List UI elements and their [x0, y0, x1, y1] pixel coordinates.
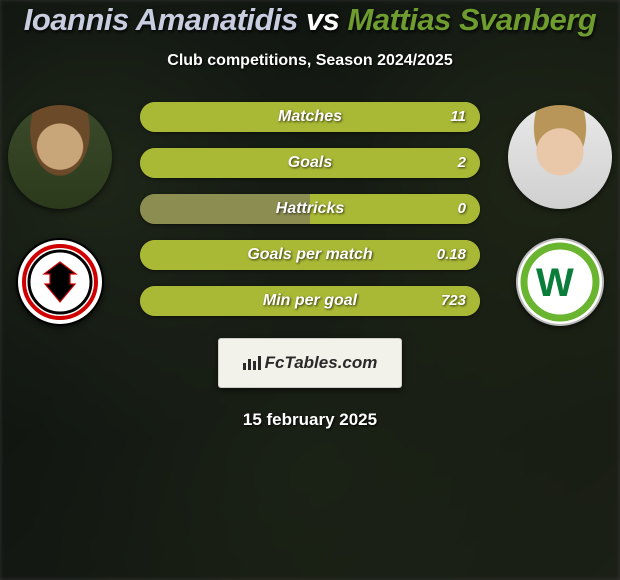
stat-label: Min per goal	[263, 286, 357, 316]
player2-name: Mattias Svanberg	[348, 2, 597, 37]
player2-avatar	[508, 105, 612, 209]
stat-bars: Matches 11 Goals 2 Hattricks 0 Goals per match…	[140, 102, 480, 332]
site-name: FcTables.com	[265, 353, 378, 372]
stat-bar: Min per goal 723	[140, 286, 480, 316]
infographic: Ioannis Amanatidis vs Mattias Svanberg C…	[0, 0, 620, 580]
stat-value-right: 11	[450, 102, 466, 132]
stat-value-right: 2	[458, 148, 466, 178]
stat-bar: Goals per match 0.18	[140, 240, 480, 270]
stat-value-right: 0	[458, 194, 466, 224]
comparison-title: Ioannis Amanatidis vs Mattias Svanberg	[0, 2, 620, 38]
stat-bar: Hattricks 0	[140, 194, 480, 224]
stat-label: Goals per match	[247, 240, 372, 270]
stat-bar: Goals 2	[140, 148, 480, 178]
stat-label: Matches	[278, 102, 342, 132]
player1-avatar	[8, 105, 112, 209]
vs-label: vs	[306, 2, 339, 37]
stat-value-right: 0.18	[437, 240, 466, 270]
stat-label: Goals	[288, 148, 332, 178]
chart-icon	[243, 354, 261, 370]
club1-badge	[16, 238, 104, 326]
stats-section: W Matches 11 Goals 2 Hattricks 0 Goals per mat…	[0, 102, 620, 332]
club2-badge: W	[516, 238, 604, 326]
subtitle: Club competitions, Season 2024/2025	[0, 52, 620, 70]
player1-name: Ioannis Amanatidis	[24, 2, 298, 37]
stat-value-right: 723	[441, 286, 466, 316]
stat-bar: Matches 11	[140, 102, 480, 132]
stat-label: Hattricks	[276, 194, 344, 224]
site-badge: FcTables.com	[218, 338, 403, 388]
date-label: 15 february 2025	[0, 410, 620, 430]
